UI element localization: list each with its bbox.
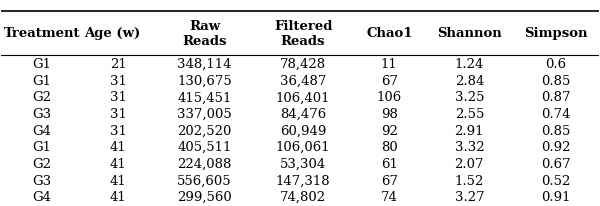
Text: G2: G2 [32,157,51,170]
Text: 74,802: 74,802 [280,190,326,203]
Text: 41: 41 [110,174,127,187]
Text: 67: 67 [381,74,398,87]
Text: 0.87: 0.87 [541,91,570,104]
Text: 2.84: 2.84 [455,74,484,87]
Text: 224,088: 224,088 [178,157,232,170]
Text: 0.92: 0.92 [541,140,570,153]
Text: 106,061: 106,061 [276,140,331,153]
Text: 299,560: 299,560 [177,190,232,203]
Text: G1: G1 [32,58,51,71]
Text: 2.07: 2.07 [455,157,484,170]
Text: 21: 21 [110,58,127,71]
Text: 0.85: 0.85 [541,124,570,137]
Text: 3.25: 3.25 [455,91,484,104]
Text: 98: 98 [381,107,398,120]
Text: G4: G4 [32,124,51,137]
Text: Filtered
Reads: Filtered Reads [274,20,332,48]
Text: 11: 11 [381,58,398,71]
Text: 0.85: 0.85 [541,74,570,87]
Text: 556,605: 556,605 [177,174,232,187]
Text: 36,487: 36,487 [280,74,326,87]
Text: Raw
Reads: Raw Reads [182,20,227,48]
Text: 2.91: 2.91 [455,124,484,137]
Text: Chao1: Chao1 [366,27,413,40]
Text: 84,476: 84,476 [280,107,326,120]
Text: G4: G4 [32,190,51,203]
Text: 0.91: 0.91 [541,190,570,203]
Text: 415,451: 415,451 [178,91,232,104]
Text: 3.27: 3.27 [455,190,484,203]
Text: 92: 92 [381,124,398,137]
Text: 31: 31 [110,124,127,137]
Text: 31: 31 [110,74,127,87]
Text: 78,428: 78,428 [280,58,326,71]
Text: 147,318: 147,318 [276,174,331,187]
Text: 80: 80 [381,140,398,153]
Text: Age (w): Age (w) [85,27,140,40]
Text: G2: G2 [32,91,51,104]
Text: 405,511: 405,511 [178,140,232,153]
Text: G1: G1 [32,140,51,153]
Text: 41: 41 [110,190,127,203]
Text: 67: 67 [381,174,398,187]
Text: 53,304: 53,304 [280,157,326,170]
Text: 0.52: 0.52 [541,174,570,187]
Text: Shannon: Shannon [437,27,502,40]
Text: 74: 74 [381,190,398,203]
Text: 348,114: 348,114 [178,58,232,71]
Text: 41: 41 [110,157,127,170]
Text: 60,949: 60,949 [280,124,326,137]
Text: 337,005: 337,005 [177,107,232,120]
Text: 130,675: 130,675 [177,74,232,87]
Text: 106,401: 106,401 [276,91,331,104]
Text: G1: G1 [32,74,51,87]
Text: 0.6: 0.6 [545,58,566,71]
Text: G3: G3 [32,174,51,187]
Text: 0.67: 0.67 [541,157,571,170]
Text: 0.74: 0.74 [541,107,570,120]
Text: Simpson: Simpson [524,27,587,40]
Text: 202,520: 202,520 [178,124,232,137]
Text: 1.24: 1.24 [455,58,484,71]
Text: 31: 31 [110,91,127,104]
Text: 61: 61 [381,157,398,170]
Text: 106: 106 [377,91,402,104]
Text: 1.52: 1.52 [455,174,484,187]
Text: 2.55: 2.55 [455,107,484,120]
Text: Treatment: Treatment [4,27,81,40]
Text: 31: 31 [110,107,127,120]
Text: G3: G3 [32,107,51,120]
Text: 3.32: 3.32 [455,140,484,153]
Text: 41: 41 [110,140,127,153]
